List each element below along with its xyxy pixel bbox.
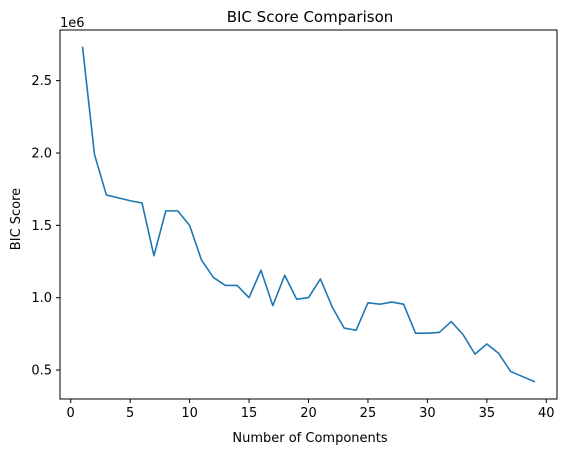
x-tick-label: 30 <box>419 406 436 421</box>
x-tick-label: 25 <box>360 406 377 421</box>
x-tick-label: 15 <box>241 406 258 421</box>
x-tick-label: 0 <box>67 406 75 421</box>
chart-title: BIC Score Comparison <box>227 8 394 26</box>
x-tick-label: 20 <box>300 406 317 421</box>
y-axis-label: BIC Score <box>9 188 24 250</box>
y-tick-label: 2.0 <box>31 147 52 162</box>
x-tick-label: 40 <box>538 406 555 421</box>
y-tick-label: 1.5 <box>31 219 52 234</box>
y-tick-label: 1.0 <box>31 291 52 306</box>
x-axis-label: Number of Components <box>232 431 387 446</box>
y-axis: 0.5 1.0 1.5 2.0 2.5 <box>31 74 60 379</box>
x-tick-label: 35 <box>479 406 496 421</box>
y-tick-label: 2.5 <box>31 74 52 89</box>
plot-area <box>81 46 536 383</box>
bic-series-line <box>81 46 536 383</box>
y-tick-label: 0.5 <box>31 364 52 379</box>
y-axis-offset-text: 1e6 <box>60 16 85 31</box>
x-tick-label: 10 <box>181 406 198 421</box>
x-axis: 0 5 10 15 20 25 30 35 40 <box>67 399 555 421</box>
x-tick-label: 5 <box>126 406 134 421</box>
